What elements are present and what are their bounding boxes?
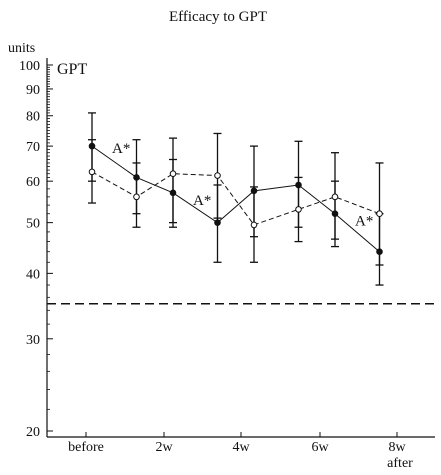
y-tick-label: 90 (26, 83, 40, 98)
filled-point (250, 187, 258, 195)
open-point (376, 210, 383, 218)
x-tick-label: before (68, 440, 104, 455)
y-tick-label: 100 (19, 59, 40, 74)
y-tick-label: 50 (26, 217, 40, 232)
plot-frame (46, 58, 435, 438)
open-point (295, 206, 302, 213)
annotation-label: A* (193, 193, 211, 209)
open-point (169, 170, 177, 178)
filled-point (331, 210, 339, 218)
y-axis: 20 30 40 50 60 70 80 90 100 (19, 59, 53, 440)
panel-label: GPT (57, 61, 87, 78)
error-bars (88, 112, 384, 286)
open-point (133, 193, 140, 201)
filled-point (214, 219, 221, 226)
annotation-label: A* (355, 214, 373, 230)
filled-point (88, 142, 96, 150)
y-unit-label: units (8, 41, 35, 56)
x-tick-label: 4w (232, 440, 250, 455)
annotation-label: A* (112, 141, 130, 157)
annotations: A* A* A* (112, 141, 373, 230)
y-tick-label: 20 (26, 425, 40, 440)
filled-point (295, 181, 302, 189)
filled-point (169, 189, 177, 197)
open-point (331, 193, 339, 201)
series-2-line (91, 171, 380, 226)
x-tick-sublabel: after (387, 456, 413, 471)
open-point (214, 172, 221, 179)
open-point (88, 168, 96, 176)
chart-title: Efficacy to GPT (169, 9, 267, 25)
data-points (88, 142, 383, 255)
y-tick-label: 80 (26, 110, 40, 125)
x-tick-label: 6w (311, 440, 329, 455)
y-tick-label: 60 (26, 175, 40, 190)
open-point (250, 221, 258, 229)
x-tick-label: 2w (155, 440, 173, 455)
y-tick-label: 30 (26, 333, 40, 348)
filled-point (133, 174, 140, 181)
y-tick-label: 40 (26, 267, 40, 282)
series-lines (91, 145, 380, 253)
series-1-line (91, 145, 380, 253)
x-tick-label: 8w (388, 440, 406, 455)
y-tick-label: 70 (26, 140, 40, 155)
filled-point (376, 248, 383, 255)
